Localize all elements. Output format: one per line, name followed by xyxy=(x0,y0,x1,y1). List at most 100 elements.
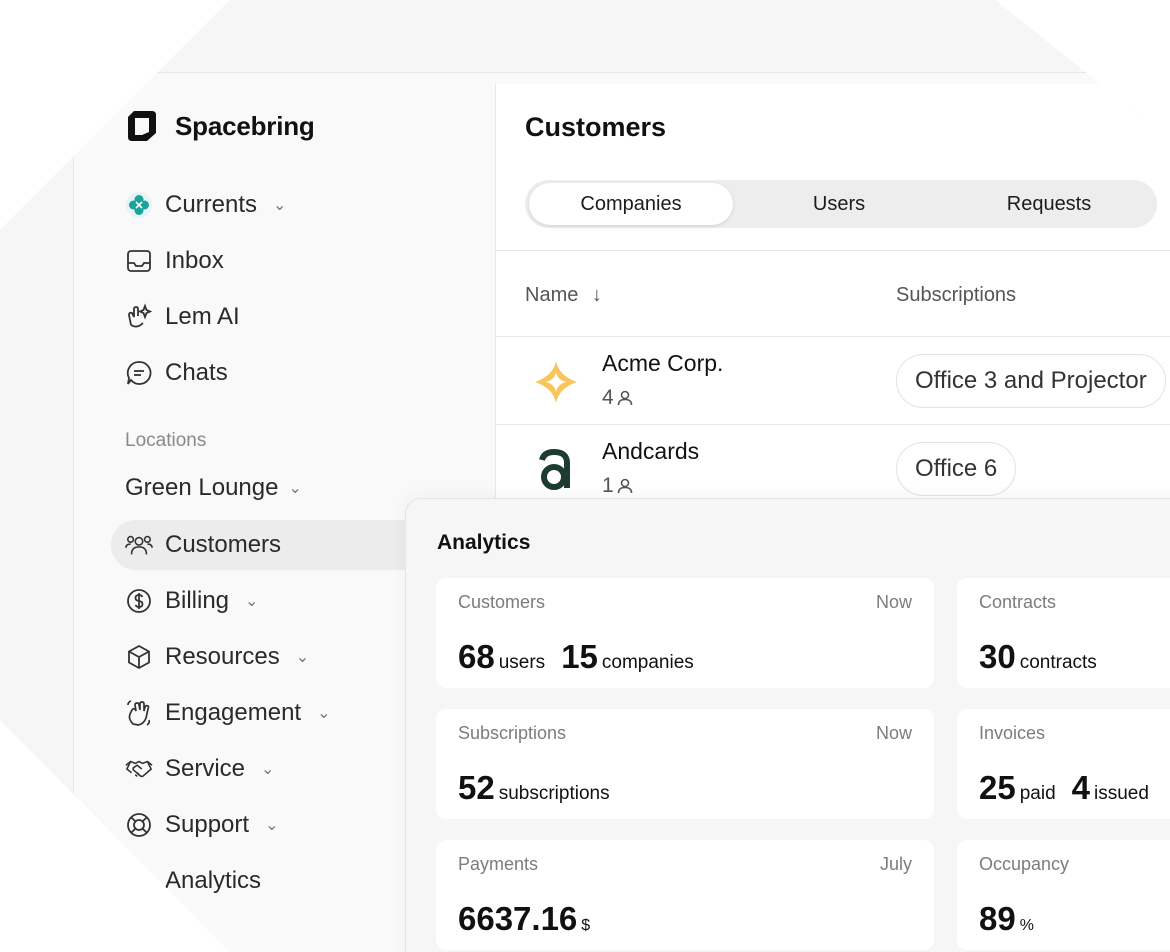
metric-unit: paid xyxy=(1019,783,1056,804)
card-period: July xyxy=(879,854,912,874)
metric-unit: $ xyxy=(581,917,591,934)
metric-unit: users xyxy=(498,652,546,673)
card-label: Customers xyxy=(458,592,546,612)
sidebar-item-label: Analytics xyxy=(165,867,262,894)
company-name: Andcards xyxy=(602,438,700,464)
metric-unit: % xyxy=(1019,917,1034,934)
metric-number: 15 xyxy=(561,638,598,675)
card-value: 25 paid 4 issued xyxy=(979,769,1161,807)
metric-unit: companies xyxy=(601,652,694,673)
sidebar-item-billing[interactable]: Billing ⌄ xyxy=(111,576,411,626)
sidebar-item-service[interactable]: Service ⌄ xyxy=(111,744,411,794)
metric-unit: contracts xyxy=(1019,652,1097,673)
card-value: 52 subscriptions xyxy=(458,769,622,807)
card-label: Occupancy xyxy=(979,854,1070,874)
analytics-panel: Analytics Customers Now 68 users 15 comp… xyxy=(405,498,1170,952)
wave-icon xyxy=(125,699,153,727)
sidebar-item-chats[interactable]: Chats xyxy=(111,348,411,398)
row-divider xyxy=(496,424,1170,425)
sidebar-item-label: Engagement xyxy=(165,699,302,726)
page-title: Customers xyxy=(525,112,667,142)
analytics-card-invoices[interactable]: Invoices 25 paid 4 issued xyxy=(957,709,1170,819)
metric-number: 89 xyxy=(979,900,1016,937)
sidebar-item-label: Chats xyxy=(165,359,228,386)
sidebar-item-label: Billing xyxy=(165,587,230,614)
row-divider xyxy=(496,336,1170,337)
metric-unit: subscriptions xyxy=(498,783,610,804)
metric-number: 25 xyxy=(979,769,1016,806)
sidebar-item-label: Currents xyxy=(165,191,258,218)
brand-logo[interactable]: Spacebring xyxy=(125,108,315,144)
sidebar-item-label: Customers xyxy=(165,531,282,558)
spacebring-logo-icon xyxy=(128,111,156,141)
metric-number: 68 xyxy=(458,638,495,675)
chevron-down-icon: ⌄ xyxy=(265,817,279,834)
card-value: 89 % xyxy=(979,900,1046,938)
chevron-down-icon: ⌄ xyxy=(317,705,331,722)
card-period: Now xyxy=(875,723,912,743)
metric-number: 52 xyxy=(458,769,495,806)
user-icon xyxy=(617,390,632,406)
analytics-card-payments[interactable]: Payments July 6637.16 $ xyxy=(436,840,934,950)
sidebar-item-label: Inbox xyxy=(165,247,224,274)
metric-unit: issued xyxy=(1094,783,1149,804)
metric-number: 6637.16 xyxy=(458,900,578,937)
chevron-down-icon: ⌄ xyxy=(295,649,310,666)
analytics-card-subscriptions[interactable]: Subscriptions Now 52 subscriptions xyxy=(436,709,934,819)
tab-requests[interactable]: Requests xyxy=(1006,192,1092,215)
user-count-value: 1 xyxy=(602,474,614,497)
card-label: Invoices xyxy=(979,723,1046,743)
sidebar-item-engagement[interactable]: Engagement ⌄ xyxy=(111,688,411,738)
user-icon xyxy=(617,478,632,494)
customers-icon xyxy=(125,531,153,559)
sidebar-item-support[interactable]: Support ⌄ xyxy=(111,800,411,850)
sidebar-item-inbox[interactable]: Inbox xyxy=(111,236,411,286)
chat-icon xyxy=(125,359,153,387)
locations-label: Locations xyxy=(125,430,207,451)
metric-number: 4 xyxy=(1071,769,1090,806)
analytics-card-customers[interactable]: Customers Now 68 users 15 companies xyxy=(436,578,934,688)
sidebar-item-customers[interactable]: Customers xyxy=(111,520,441,570)
subscription-pill[interactable]: Office 6 xyxy=(896,442,1017,496)
lifebuoy-icon xyxy=(125,811,153,839)
tab-companies[interactable]: Companies xyxy=(529,183,733,225)
card-period: Now xyxy=(875,592,912,612)
sort-arrow-icon: ↓ xyxy=(591,284,602,306)
tab-users[interactable]: Users xyxy=(812,192,866,215)
inbox-icon xyxy=(125,247,153,275)
subscription-pill[interactable]: Office 3 and Projector xyxy=(896,354,1166,408)
lem-ai-icon xyxy=(125,303,153,331)
analytics-title: Analytics xyxy=(437,531,531,554)
currents-icon xyxy=(125,191,153,219)
tab-bar: Companies Users Requests xyxy=(525,180,1157,228)
sidebar-item-currents[interactable]: Currents ⌄ xyxy=(111,180,411,230)
column-header-subscriptions[interactable]: Subscriptions xyxy=(896,284,1017,306)
analytics-card-contracts[interactable]: Contracts 30 contracts xyxy=(957,578,1170,688)
bar-chart-icon xyxy=(125,867,153,895)
column-header-name[interactable]: Name ↓ xyxy=(525,284,602,307)
sidebar-item-resources[interactable]: Resources ⌄ xyxy=(111,632,411,682)
card-value: 30 contracts xyxy=(979,638,1109,676)
location-name: Green Lounge xyxy=(125,474,279,501)
box-icon xyxy=(125,643,153,671)
andcards-logo-icon xyxy=(539,448,570,490)
acme-logo-icon xyxy=(535,361,577,403)
card-label: Subscriptions xyxy=(458,723,567,743)
user-count-value: 4 xyxy=(602,386,614,409)
chevron-down-icon: ⌄ xyxy=(273,197,287,214)
sidebar-item-label: Resources xyxy=(165,643,280,670)
sidebar-item-label: Support xyxy=(165,811,250,838)
company-user-count: 4 xyxy=(602,386,634,410)
analytics-card-occupancy[interactable]: Occupancy 89 % xyxy=(957,840,1170,950)
card-value: 68 users 15 companies xyxy=(458,638,706,676)
card-value: 6637.16 $ xyxy=(458,900,602,938)
chevron-down-icon: ⌄ xyxy=(261,761,275,778)
brand-name: Spacebring xyxy=(175,110,315,141)
sidebar-item-analytics[interactable]: Analytics xyxy=(111,856,411,906)
column-header-name-label: Name xyxy=(525,284,579,306)
sidebar-item-lem-ai[interactable]: Lem AI xyxy=(111,292,411,342)
location-selector[interactable]: Green Lounge ⌄ xyxy=(125,474,302,502)
sidebar-item-label: Service xyxy=(165,755,246,782)
company-name: Acme Corp. xyxy=(602,350,724,376)
